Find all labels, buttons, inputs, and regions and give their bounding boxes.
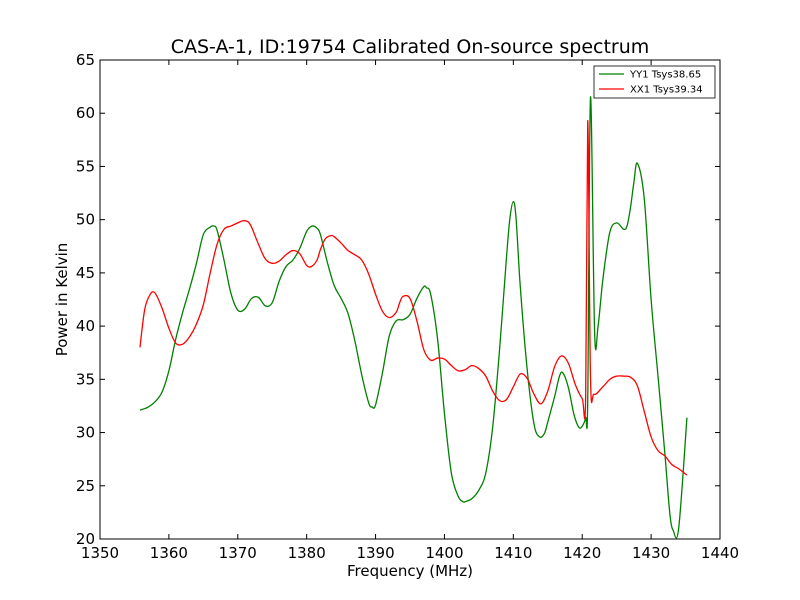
x-tick-label: 1390: [356, 544, 394, 562]
x-tick-label: 1430: [632, 544, 670, 562]
x-tick-label: 1370: [219, 544, 257, 562]
legend-box: [593, 65, 716, 99]
chart-title: CAS-A-1, ID:19754 Calibrated On-source s…: [171, 36, 650, 58]
series-line-xx1: [139, 120, 688, 476]
x-tick-label: 1350: [81, 544, 119, 562]
series-line-yy1: [139, 96, 688, 539]
y-tick-label: 65: [76, 51, 95, 69]
y-tick-label: 40: [76, 317, 95, 335]
y-tick-label: 35: [76, 370, 95, 388]
legend-label-yy1: YY1 Tsys38.65: [629, 70, 701, 81]
legend-label-xx1: XX1 Tsys39.34: [630, 85, 703, 96]
x-tick-label: 1440: [701, 544, 739, 562]
y-tick-label: 25: [76, 477, 95, 495]
y-tick-label: 20: [76, 530, 95, 548]
legend: YY1 Tsys38.65 XX1 Tsys39.34: [593, 65, 716, 99]
x-tick-label: 1360: [150, 544, 188, 562]
x-tick-label: 1410: [494, 544, 532, 562]
x-tick-label: 1420: [563, 544, 601, 562]
plot-area-frame: [99, 59, 721, 540]
y-tick-label: 30: [76, 424, 95, 442]
y-tick-label: 60: [76, 104, 95, 122]
y-tick-label: 55: [76, 157, 95, 175]
x-axis-title: Frequency (MHz): [347, 562, 473, 580]
y-axis-title: Power in Kelvin: [53, 243, 71, 357]
x-axis: 1350 1360 1370 1380 1390 1400 1410 1420 1430 1440: [81, 60, 739, 562]
x-tick-label: 1400: [425, 544, 463, 562]
y-axis: 20 25 30 35 40 45 50 55 60 65: [76, 51, 720, 548]
y-tick-label: 45: [76, 264, 95, 282]
x-tick-label: 1380: [288, 544, 326, 562]
y-tick-label: 50: [76, 211, 95, 229]
series-layer: [139, 96, 688, 539]
